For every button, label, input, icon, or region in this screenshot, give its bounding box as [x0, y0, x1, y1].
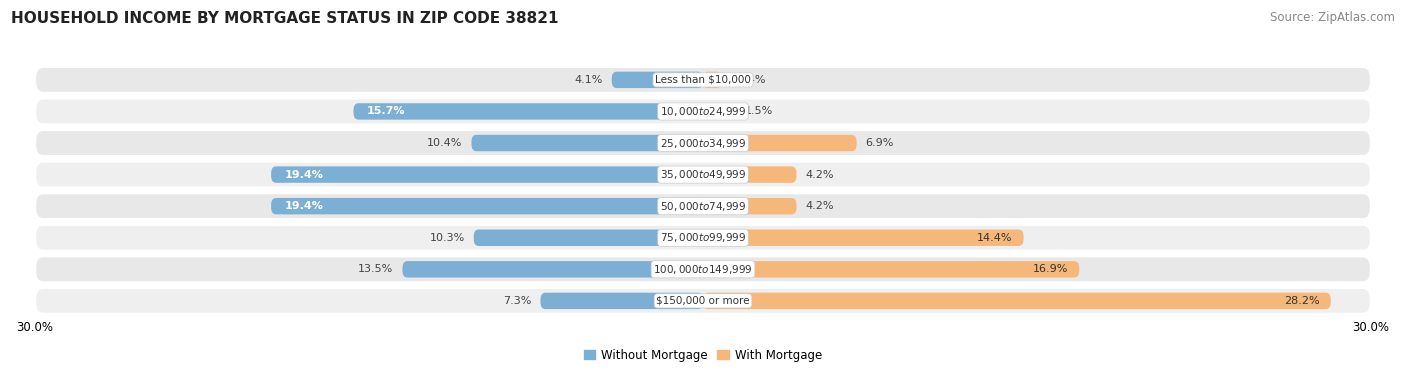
Text: 0.84%: 0.84% [731, 75, 766, 85]
Text: $50,000 to $74,999: $50,000 to $74,999 [659, 200, 747, 213]
Text: Source: ZipAtlas.com: Source: ZipAtlas.com [1270, 11, 1395, 24]
Text: $10,000 to $24,999: $10,000 to $24,999 [659, 105, 747, 118]
FancyBboxPatch shape [703, 135, 856, 151]
Text: 10.3%: 10.3% [430, 233, 465, 243]
Text: 7.3%: 7.3% [503, 296, 531, 306]
FancyBboxPatch shape [35, 225, 1371, 251]
FancyBboxPatch shape [271, 166, 703, 183]
FancyBboxPatch shape [271, 198, 703, 215]
Text: 15.7%: 15.7% [367, 106, 405, 116]
Text: 14.4%: 14.4% [977, 233, 1012, 243]
Text: 4.2%: 4.2% [806, 201, 834, 211]
Text: 1.5%: 1.5% [745, 106, 773, 116]
FancyBboxPatch shape [703, 293, 1330, 309]
Text: $100,000 to $149,999: $100,000 to $149,999 [654, 263, 752, 276]
Legend: Without Mortgage, With Mortgage: Without Mortgage, With Mortgage [579, 344, 827, 366]
FancyBboxPatch shape [35, 162, 1371, 187]
FancyBboxPatch shape [703, 166, 796, 183]
Text: 4.1%: 4.1% [575, 75, 603, 85]
Text: $25,000 to $34,999: $25,000 to $34,999 [659, 136, 747, 150]
FancyBboxPatch shape [703, 198, 796, 215]
FancyBboxPatch shape [703, 230, 1024, 246]
Text: $150,000 or more: $150,000 or more [657, 296, 749, 306]
Text: 10.4%: 10.4% [427, 138, 463, 148]
Text: 28.2%: 28.2% [1284, 296, 1320, 306]
FancyBboxPatch shape [703, 103, 737, 120]
Text: HOUSEHOLD INCOME BY MORTGAGE STATUS IN ZIP CODE 38821: HOUSEHOLD INCOME BY MORTGAGE STATUS IN Z… [11, 11, 558, 26]
FancyBboxPatch shape [402, 261, 703, 277]
FancyBboxPatch shape [474, 230, 703, 246]
Text: 4.2%: 4.2% [806, 170, 834, 179]
FancyBboxPatch shape [471, 135, 703, 151]
Text: 16.9%: 16.9% [1033, 264, 1069, 274]
FancyBboxPatch shape [35, 130, 1371, 156]
Text: 13.5%: 13.5% [359, 264, 394, 274]
FancyBboxPatch shape [35, 98, 1371, 124]
FancyBboxPatch shape [612, 72, 703, 88]
Text: $75,000 to $99,999: $75,000 to $99,999 [659, 231, 747, 244]
Text: 6.9%: 6.9% [866, 138, 894, 148]
FancyBboxPatch shape [703, 72, 721, 88]
Text: Less than $10,000: Less than $10,000 [655, 75, 751, 85]
Text: 19.4%: 19.4% [284, 201, 323, 211]
Text: $35,000 to $49,999: $35,000 to $49,999 [659, 168, 747, 181]
FancyBboxPatch shape [35, 256, 1371, 282]
FancyBboxPatch shape [703, 261, 1080, 277]
FancyBboxPatch shape [353, 103, 703, 120]
FancyBboxPatch shape [35, 288, 1371, 314]
FancyBboxPatch shape [35, 193, 1371, 219]
Text: 19.4%: 19.4% [284, 170, 323, 179]
FancyBboxPatch shape [35, 67, 1371, 93]
FancyBboxPatch shape [540, 293, 703, 309]
